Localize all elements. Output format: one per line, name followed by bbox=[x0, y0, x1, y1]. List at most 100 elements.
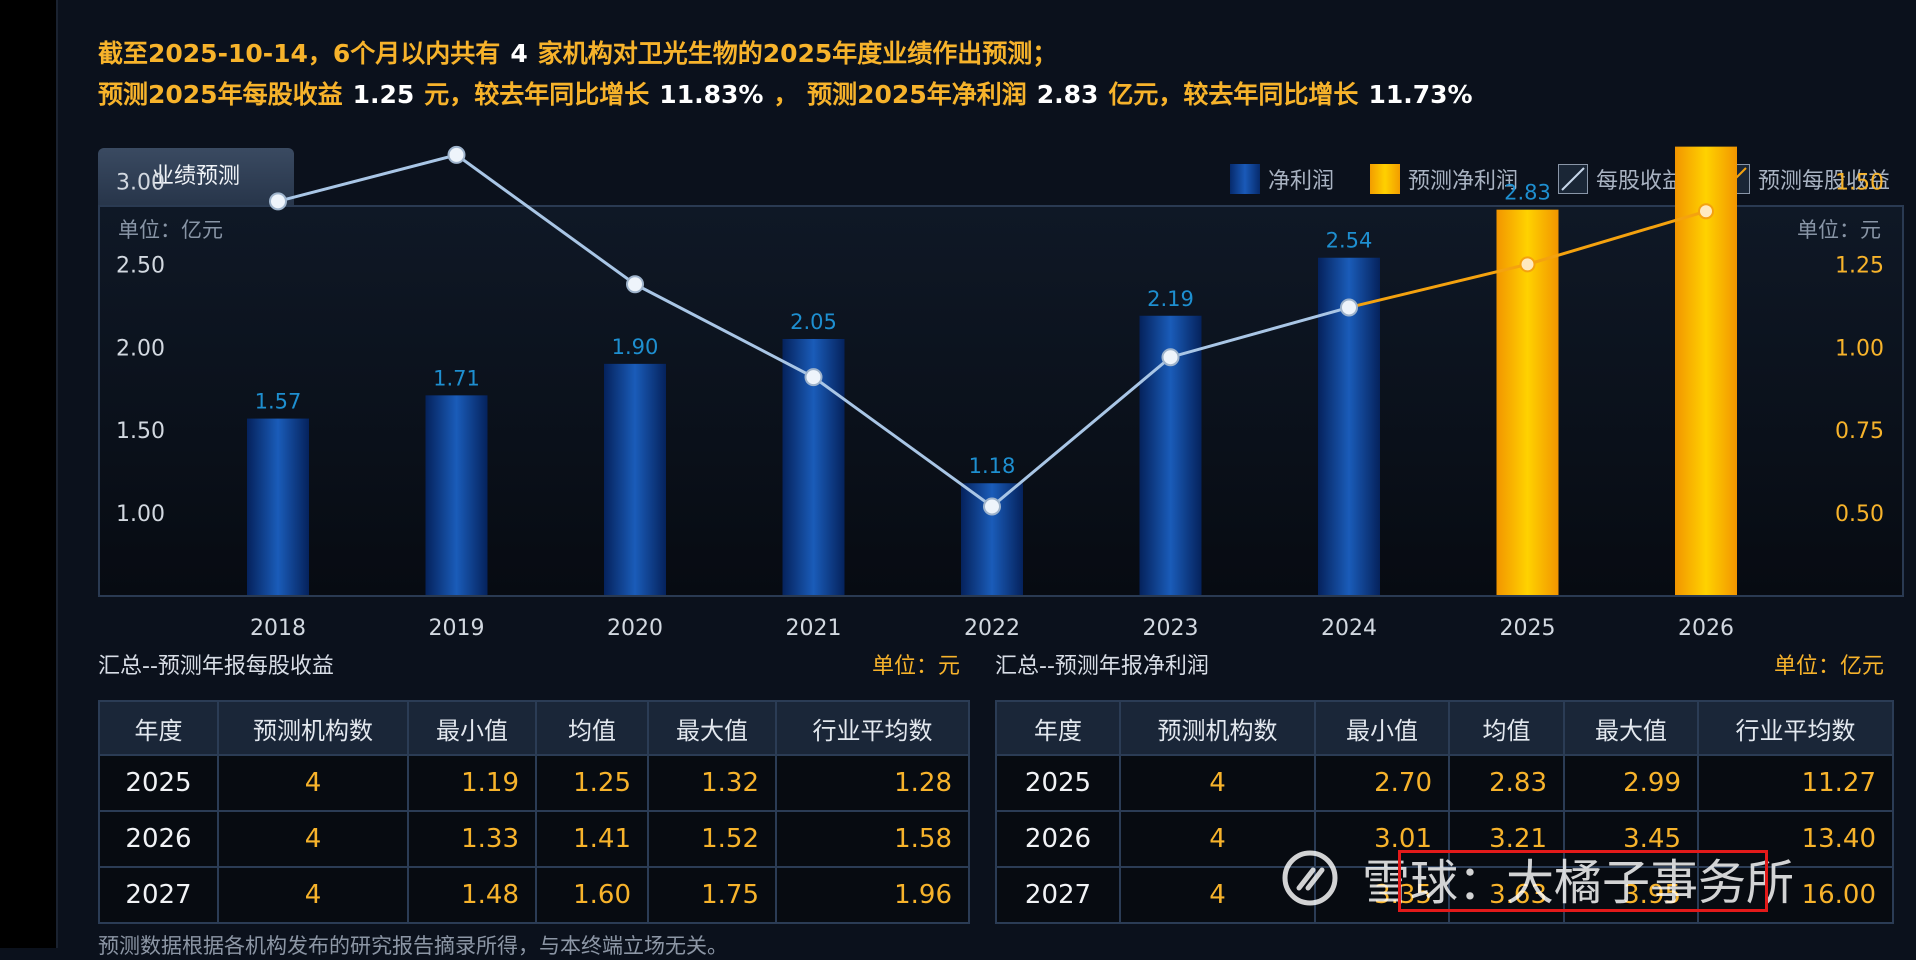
column-header: 最大值 bbox=[647, 700, 777, 756]
left-axis-tick-label: 2.50 bbox=[116, 253, 165, 278]
column-header: 均值 bbox=[535, 700, 649, 756]
table-cell: 1.48 bbox=[407, 866, 537, 924]
column-header: 均值 bbox=[1448, 700, 1565, 756]
table-row: 2027 4 3.35 3.63 3.95 16.00 bbox=[995, 866, 1894, 924]
forecast-eps-point bbox=[1698, 203, 1714, 220]
bar-value-label: 3.21 bbox=[1683, 140, 1730, 142]
forecast-net-profit-bar bbox=[1675, 146, 1737, 595]
left-axis-tick-label: 2.00 bbox=[116, 336, 165, 361]
legend-item-forecast-net-profit[interactable]: 预测净利润 bbox=[1370, 162, 1518, 196]
forecast-eps-point bbox=[1519, 256, 1536, 273]
column-header: 行业平均数 bbox=[1697, 700, 1894, 756]
net-profit-bar bbox=[247, 418, 309, 595]
x-axis-tick-label: 2025 bbox=[1500, 616, 1556, 641]
legend-label: 预测净利润 bbox=[1408, 169, 1519, 194]
table-cell: 1.25 bbox=[535, 754, 649, 812]
table-cell: 1.96 bbox=[775, 866, 970, 924]
table-cell: 13.40 bbox=[1697, 810, 1894, 868]
table-row: 2027 4 1.48 1.60 1.75 1.96 bbox=[98, 866, 970, 924]
legend-label: 预测每股收益 bbox=[1758, 169, 1891, 194]
eps-table-caption: 汇总--预测年报每股收益 bbox=[98, 654, 334, 679]
x-axis-tick-label: 2020 bbox=[607, 616, 663, 641]
column-header: 最小值 bbox=[407, 700, 537, 756]
eps-point bbox=[1161, 348, 1180, 367]
line-swatch-icon bbox=[1558, 164, 1588, 194]
column-header: 最小值 bbox=[1314, 700, 1450, 756]
summary-text: 亿元，较去年同比增长 bbox=[1108, 80, 1359, 109]
profit-table-caption: 汇总--预测年报净利润 bbox=[995, 654, 1209, 679]
table-cell: 1.52 bbox=[647, 810, 777, 868]
eps-point bbox=[1340, 298, 1358, 317]
net-profit-bar bbox=[425, 395, 488, 595]
eps-table-unit: 单位：元 bbox=[872, 654, 961, 679]
tab-earnings-forecast[interactable]: 业绩预测 bbox=[98, 148, 294, 206]
table-cell: 2027 bbox=[98, 866, 219, 924]
column-header: 预测机构数 bbox=[1119, 700, 1316, 756]
bar-value-label: 1.57 bbox=[255, 390, 302, 414]
column-header: 预测机构数 bbox=[217, 700, 409, 756]
table-cell: 2.83 bbox=[1448, 754, 1565, 812]
xueqiu-logo-icon bbox=[1282, 850, 1338, 906]
table-cell: 3.21 bbox=[1448, 810, 1565, 868]
bar-value-label: 1.90 bbox=[612, 335, 659, 359]
table-cell: 2025 bbox=[98, 754, 219, 812]
left-axis-tick-label: 1.00 bbox=[116, 502, 165, 527]
table-cell: 3.45 bbox=[1563, 810, 1699, 868]
table-cell: 16.00 bbox=[1697, 866, 1894, 924]
summary-text: ， 预测2025年净利润 bbox=[773, 80, 1027, 109]
highlight-box bbox=[1398, 850, 1768, 912]
table-cell: 4 bbox=[1119, 754, 1316, 812]
table-cell: 1.28 bbox=[775, 754, 970, 812]
eps-point bbox=[626, 275, 644, 294]
eps-growth-value: 11.83% bbox=[659, 80, 764, 109]
summary-text: 家机构对卫光生物的2025年度业绩作出预测； bbox=[537, 39, 1058, 68]
left-side-bar-edge bbox=[56, 0, 58, 948]
left-axis-tick-label: 3.00 bbox=[116, 170, 165, 195]
summary-text: 预测2025年每股收益 bbox=[98, 80, 343, 109]
forecast-chart: 1.57 1.71 1.90 2.05 1.18 2.19 2.54 2.83 3.21 3.00… bbox=[116, 140, 1884, 641]
summary-line-institutions: 截至2025-10-14，6个月以内共有 4 家机构对卫光生物的2025年度业绩作出… bbox=[98, 34, 1057, 70]
column-header: 行业平均数 bbox=[775, 700, 970, 756]
bar-value-label: 2.54 bbox=[1326, 229, 1373, 253]
summary-text: 元，较去年同比增长 bbox=[424, 80, 650, 109]
table-cell: 4 bbox=[1119, 810, 1316, 868]
eps-point bbox=[269, 192, 287, 211]
table-cell: 2.70 bbox=[1314, 754, 1450, 812]
right-axis-tick-label: 1.50 bbox=[1835, 170, 1884, 195]
profit-table-unit: 单位：亿元 bbox=[1774, 654, 1885, 679]
left-axis-unit: 单位：亿元 bbox=[118, 218, 223, 242]
legend-item-eps[interactable]: 每股收益 bbox=[1558, 162, 1684, 196]
table-cell: 2027 bbox=[995, 866, 1121, 924]
table-cell: 2026 bbox=[995, 810, 1121, 868]
right-axis-tick-label: 1.25 bbox=[1835, 253, 1884, 278]
table-cell: 2.99 bbox=[1563, 754, 1699, 812]
x-axis-tick-label: 2024 bbox=[1321, 616, 1377, 641]
table-cell: 11.27 bbox=[1697, 754, 1894, 812]
legend-label: 净利润 bbox=[1268, 169, 1335, 194]
forecast-net-profit-bar bbox=[1496, 209, 1559, 595]
right-axis-unit: 单位：元 bbox=[1797, 218, 1881, 242]
table-cell: 4 bbox=[217, 810, 409, 868]
column-header: 年度 bbox=[98, 700, 219, 756]
table-cell: 1.60 bbox=[535, 866, 649, 924]
column-header: 最大值 bbox=[1563, 700, 1699, 756]
forecast-profit-value: 2.83 bbox=[1036, 80, 1099, 109]
legend-item-net-profit[interactable]: 净利润 bbox=[1230, 162, 1334, 196]
watermark-text: 雪球：大橘子事务所 bbox=[1362, 855, 1795, 911]
table-cell: 1.32 bbox=[647, 754, 777, 812]
eps-point bbox=[804, 368, 823, 387]
table-cell: 1.41 bbox=[535, 810, 649, 868]
table-cell: 1.19 bbox=[407, 754, 537, 812]
x-axis-tick-label: 2021 bbox=[786, 616, 842, 641]
bar-value-label: 1.71 bbox=[433, 366, 480, 390]
summary-text: 截至2025-10-14，6个月以内共有 bbox=[98, 39, 501, 68]
table-row: 2025 4 1.19 1.25 1.32 1.28 bbox=[98, 754, 970, 812]
x-axis-tick-label: 2023 bbox=[1143, 616, 1199, 641]
right-axis-tick-label: 0.50 bbox=[1835, 502, 1884, 527]
eps-point bbox=[983, 497, 1001, 516]
profit-growth-value: 11.73% bbox=[1368, 80, 1473, 109]
x-axis-tick-label: 2018 bbox=[250, 616, 306, 641]
table-cell: 1.58 bbox=[775, 810, 970, 868]
left-axis-tick-label: 1.50 bbox=[116, 419, 165, 444]
table-cell: 3.95 bbox=[1563, 866, 1699, 924]
